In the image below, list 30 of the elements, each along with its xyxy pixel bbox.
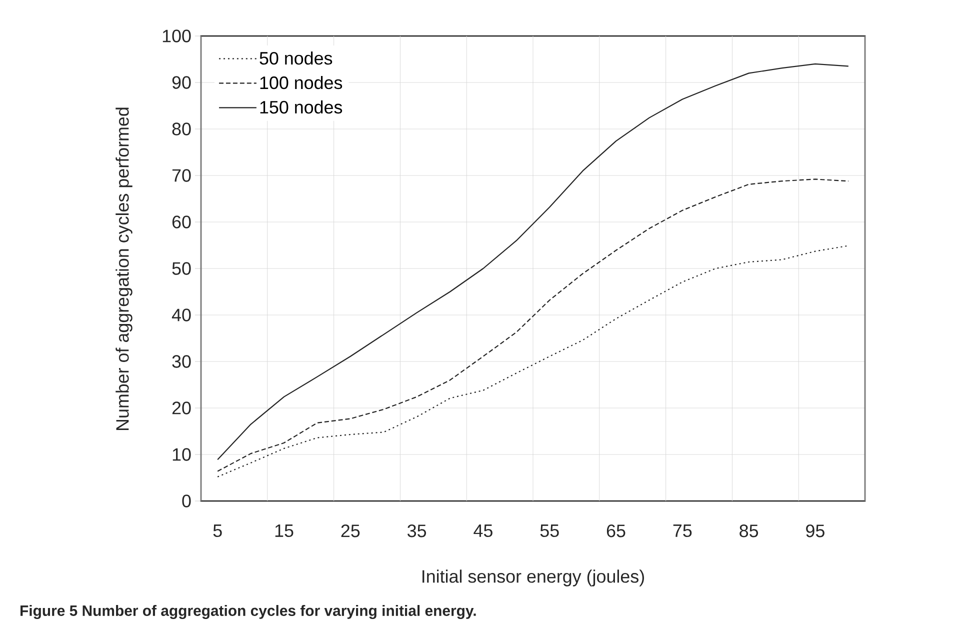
y-tick-label: 20	[172, 402, 191, 414]
y-tick-label: 40	[172, 308, 191, 322]
x-tick-label: 75	[673, 524, 692, 538]
legend-label: 150 nodes	[260, 100, 342, 114]
x-tick-label: 5	[213, 524, 222, 538]
legend-label: 100 nodes	[260, 76, 342, 90]
line-series	[217, 178, 849, 472]
line-series	[217, 63, 849, 460]
x-tick-label: 95	[806, 524, 824, 538]
y-tick-label: 100	[162, 30, 191, 42]
x-tick-label: 25	[341, 524, 360, 538]
y-tick-label: 10	[172, 448, 191, 461]
y-tick-label: 80	[172, 122, 191, 136]
y-tick-label: 30	[172, 355, 191, 368]
y-tick-label: 90	[172, 76, 191, 89]
x-tick-label: 15	[275, 524, 294, 538]
x-axis-title: Initial sensor energy (joules)	[422, 570, 644, 586]
y-axis-title: Number of aggregation cycles performed	[116, 108, 132, 430]
x-tick-label: 35	[408, 524, 426, 538]
y-tick-label: 0	[182, 494, 191, 508]
x-tick-label: 85	[740, 524, 758, 538]
caption: Figure 5 Number of aggregation cycles for varying initial energy.	[20, 605, 476, 620]
y-tick-label: 50	[172, 262, 191, 275]
x-tick-label: 55	[540, 524, 559, 538]
x-tick-label: 65	[606, 524, 626, 538]
x-tick-label: 45	[474, 524, 492, 538]
legend-label: 50 nodes	[260, 51, 332, 65]
y-tick-label: 70	[172, 169, 191, 182]
line-series	[217, 245, 849, 478]
y-tick-label: 60	[172, 216, 191, 228]
